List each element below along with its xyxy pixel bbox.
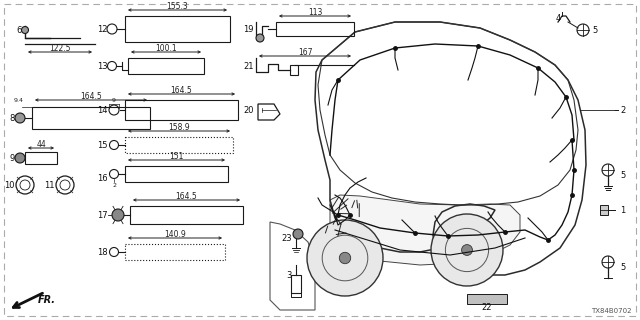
Text: 9: 9 xyxy=(112,98,116,103)
Circle shape xyxy=(22,27,29,34)
Text: TX84B0702: TX84B0702 xyxy=(591,308,632,314)
Text: 113: 113 xyxy=(308,7,322,17)
Text: 1: 1 xyxy=(620,205,625,214)
Text: 12: 12 xyxy=(97,25,108,34)
Text: 6: 6 xyxy=(17,26,22,35)
Text: FR.: FR. xyxy=(38,295,56,305)
Text: 10: 10 xyxy=(4,180,15,189)
Bar xyxy=(125,16,230,42)
Text: 17: 17 xyxy=(97,211,108,220)
Circle shape xyxy=(15,153,25,163)
Text: 13: 13 xyxy=(97,61,108,70)
Text: 8: 8 xyxy=(10,114,15,123)
Bar xyxy=(128,58,204,74)
Circle shape xyxy=(293,229,303,239)
Bar xyxy=(32,107,150,129)
Text: 3: 3 xyxy=(287,270,292,279)
Text: 164.5: 164.5 xyxy=(80,92,102,100)
Text: 44: 44 xyxy=(36,140,46,148)
Bar xyxy=(600,205,608,215)
Circle shape xyxy=(256,34,264,42)
Text: 20: 20 xyxy=(243,106,254,115)
Text: 21: 21 xyxy=(243,61,254,70)
Bar xyxy=(290,65,298,75)
Text: 164.5: 164.5 xyxy=(175,191,197,201)
Text: 2: 2 xyxy=(112,183,116,188)
Circle shape xyxy=(15,113,25,123)
Text: 164.5: 164.5 xyxy=(171,85,193,94)
Text: 11: 11 xyxy=(45,180,55,189)
Text: 5: 5 xyxy=(620,171,625,180)
Text: 140.9: 140.9 xyxy=(164,229,186,238)
Text: 18: 18 xyxy=(97,247,108,257)
Text: 155.3: 155.3 xyxy=(166,2,188,11)
Text: 2: 2 xyxy=(620,106,625,115)
Text: 158.9: 158.9 xyxy=(168,123,190,132)
Bar xyxy=(467,294,507,304)
Text: 100.1: 100.1 xyxy=(155,44,177,52)
Text: 16: 16 xyxy=(97,173,108,182)
Text: 19: 19 xyxy=(243,25,254,34)
Text: 22: 22 xyxy=(482,303,492,313)
Text: 23: 23 xyxy=(282,234,292,243)
Circle shape xyxy=(307,220,383,296)
Text: 9.4: 9.4 xyxy=(14,98,24,103)
Bar xyxy=(125,244,225,260)
Bar xyxy=(276,22,354,36)
Bar xyxy=(291,275,301,293)
Circle shape xyxy=(431,214,503,286)
Bar xyxy=(125,100,238,120)
Bar xyxy=(130,206,243,224)
Text: 5: 5 xyxy=(620,263,625,273)
Bar xyxy=(125,137,233,153)
Text: 122.5: 122.5 xyxy=(49,44,71,52)
Text: 151: 151 xyxy=(170,151,184,161)
Text: 9: 9 xyxy=(10,154,15,163)
Text: 5: 5 xyxy=(592,26,597,35)
Circle shape xyxy=(461,244,472,255)
Polygon shape xyxy=(330,195,520,265)
Text: 15: 15 xyxy=(97,140,108,149)
Text: 4: 4 xyxy=(556,13,561,22)
Bar xyxy=(25,152,57,164)
Circle shape xyxy=(112,209,124,221)
Circle shape xyxy=(339,252,351,264)
Text: 167: 167 xyxy=(298,47,312,57)
Text: 14: 14 xyxy=(97,106,108,115)
Bar xyxy=(125,166,228,182)
